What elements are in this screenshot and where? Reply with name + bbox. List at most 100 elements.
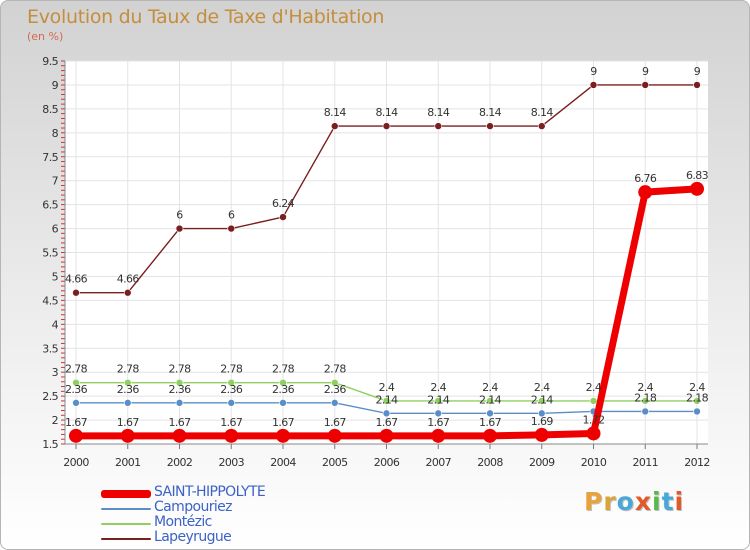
logo-letter: P [584, 487, 604, 516]
data-label-lapeyrugue: 8.14 [427, 106, 450, 119]
data-point-mont-zic [72, 378, 80, 387]
data-label-saint-hippolyte: 1.67 [220, 416, 243, 429]
data-point-campouriez [537, 409, 546, 418]
y-tick-label: 2.5 [42, 390, 58, 403]
data-point-mont-zic [589, 397, 598, 405]
data-point-saint-hippolyte [327, 428, 342, 443]
x-tick-label: 2001 [115, 456, 141, 469]
data-point-campouriez [382, 409, 391, 418]
x-tick-label: 2007 [425, 456, 451, 469]
y-tick-label: 7.5 [42, 151, 58, 164]
data-label-mont-zic: 2.78 [220, 363, 243, 376]
data-label-mont-zic: 2.4 [379, 381, 395, 394]
data-point-lapeyrugue [175, 224, 184, 233]
data-label-saint-hippolyte: 1.67 [117, 416, 140, 429]
logo-letter: i [652, 487, 662, 516]
y-tick-label: 5 [52, 270, 59, 283]
data-point-lapeyrugue [434, 122, 443, 130]
data-point-mont-zic [175, 378, 184, 387]
logo-letter: i [674, 487, 685, 516]
data-point-saint-hippolyte [638, 185, 653, 200]
data-point-saint-hippolyte [534, 427, 549, 442]
data-point-mont-zic [486, 397, 494, 405]
data-point-saint-hippolyte [431, 428, 446, 443]
y-tick-label: 7 [52, 175, 59, 188]
data-point-campouriez [330, 399, 339, 407]
x-tick-label: 2009 [529, 456, 555, 469]
y-tick-label: 3 [52, 366, 59, 379]
data-label-saint-hippolyte: 1.69 [531, 415, 554, 428]
data-label-campouriez: 2.14 [531, 393, 554, 406]
data-label-saint-hippolyte: 6.83 [686, 169, 709, 182]
y-tick-label: 9 [52, 79, 59, 92]
data-label-lapeyrugue: 8.14 [479, 106, 502, 119]
x-tick-label: 2008 [477, 456, 503, 469]
data-point-lapeyrugue [382, 122, 391, 130]
legend-swatch-campouriez [101, 508, 151, 510]
data-label-saint-hippolyte: 1.67 [272, 416, 295, 429]
data-point-lapeyrugue [537, 122, 546, 130]
data-label-lapeyrugue: 4.66 [65, 273, 88, 286]
data-point-campouriez [434, 409, 443, 418]
data-label-campouriez: 2.18 [634, 391, 657, 404]
data-label-mont-zic: 2.4 [482, 381, 498, 394]
proxiti-logo: Proxiti [584, 487, 684, 516]
y-tick-label: 8 [52, 127, 59, 140]
data-point-campouriez [227, 399, 236, 407]
data-point-saint-hippolyte [276, 428, 290, 443]
data-label-saint-hippolyte: 1.67 [375, 416, 398, 429]
data-point-mont-zic [123, 378, 132, 387]
data-label-campouriez: 2.36 [168, 383, 191, 396]
data-point-campouriez [175, 399, 184, 407]
data-point-campouriez [486, 409, 494, 418]
data-label-campouriez: 2.36 [65, 383, 88, 396]
legend-swatch-saint-hippolyte [101, 490, 151, 498]
legend-label-campouriez: Campouriez [154, 499, 233, 515]
data-label-lapeyrugue: 6 [228, 209, 235, 222]
data-label-campouriez: 2.36 [117, 383, 140, 396]
data-label-saint-hippolyte: 1.67 [65, 416, 88, 429]
data-point-lapeyrugue [123, 288, 132, 297]
data-point-mont-zic [537, 397, 546, 405]
data-point-lapeyrugue [227, 224, 236, 233]
data-label-lapeyrugue: 9 [642, 65, 649, 78]
logo-letter: x [634, 487, 652, 516]
data-point-campouriez [693, 407, 701, 416]
data-label-campouriez: 2.14 [479, 393, 502, 406]
y-tick-label: 5.5 [42, 247, 58, 260]
logo-letter: t [661, 487, 675, 516]
x-tick-label: 2012 [684, 456, 710, 469]
data-point-lapeyrugue [279, 213, 287, 221]
data-label-mont-zic: 2.78 [168, 363, 191, 376]
data-point-mont-zic [382, 397, 391, 405]
legend-label-lapeyrugue: Lapeyrugue [154, 529, 232, 545]
x-tick-label: 2003 [218, 456, 244, 469]
data-label-saint-hippolyte: 1.67 [168, 416, 191, 429]
data-point-lapeyrugue [589, 81, 598, 89]
data-label-saint-hippolyte: 1.67 [427, 416, 450, 429]
y-tick-label: 6.5 [42, 199, 58, 212]
y-tick-label: 9.5 [42, 55, 58, 68]
legend-label-mont-zic: Montézic [154, 514, 212, 530]
data-point-campouriez [123, 399, 132, 407]
logo-letter: o [616, 487, 635, 516]
data-label-mont-zic: 2.4 [637, 381, 653, 394]
y-tick-label: 8.5 [42, 103, 58, 116]
data-point-saint-hippolyte [690, 181, 704, 196]
data-label-saint-hippolyte: 1.72 [582, 413, 604, 426]
legend-swatch-mont-zic [101, 523, 151, 525]
data-label-mont-zic: 2.4 [586, 381, 602, 394]
chart-title: Evolution du Taux de Taxe d'Habitation [27, 6, 385, 28]
legend-label-saint-hippolyte: SAINT-HIPPOLYTE [154, 484, 266, 500]
data-point-lapeyrugue [693, 81, 701, 89]
x-tick-label: 2000 [63, 456, 89, 469]
x-tick-label: 2006 [374, 456, 400, 469]
data-point-lapeyrugue [330, 122, 339, 130]
data-label-saint-hippolyte: 6.76 [634, 172, 657, 185]
logo-letter: r [603, 487, 617, 516]
data-point-saint-hippolyte [379, 428, 394, 443]
x-tick-label: 2005 [322, 456, 348, 469]
data-label-saint-hippolyte: 1.67 [479, 416, 502, 429]
data-label-mont-zic: 2.78 [65, 363, 88, 376]
